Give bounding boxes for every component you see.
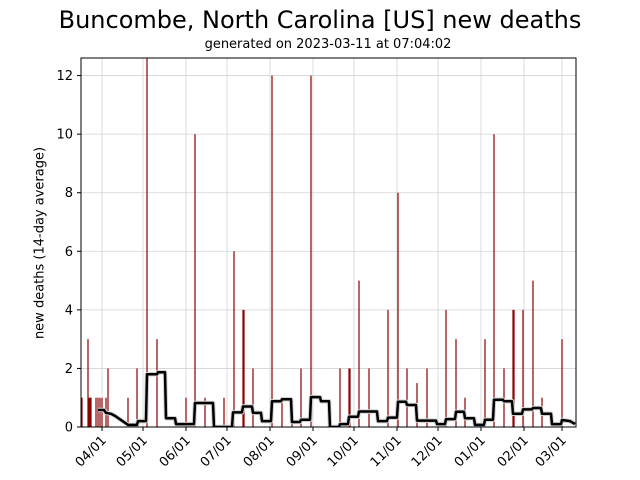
x-tick-label: 10/01 bbox=[325, 433, 362, 470]
x-axis-ticks: 04/01 05/01 06/01 07/01 08/01 09/01 10/01 11/01… bbox=[73, 427, 570, 470]
y-tick-label: 2 bbox=[65, 362, 73, 377]
average-line bbox=[98, 369, 576, 427]
x-tick-label: 11/01 bbox=[368, 433, 405, 470]
y-tick-label: 8 bbox=[65, 186, 73, 201]
x-tick-label: 08/01 bbox=[241, 433, 278, 470]
x-tick-label: 06/01 bbox=[157, 433, 194, 470]
x-tick-label: 07/01 bbox=[198, 433, 235, 470]
y-tick-label: 6 bbox=[65, 245, 73, 260]
y-axis-ticks: 0 2 4 6 8 10 12 bbox=[56, 69, 81, 436]
daily-deaths-bars bbox=[81, 58, 563, 427]
x-tick-label: 09/01 bbox=[284, 433, 321, 470]
chart-title: Buncombe, North Carolina [US] new deaths bbox=[58, 6, 582, 34]
axes-frame bbox=[80, 57, 577, 428]
y-tick-label: 0 bbox=[65, 421, 73, 436]
x-tick-label: 03/01 bbox=[533, 433, 570, 470]
x-tick-label: 05/01 bbox=[114, 433, 151, 470]
x-tick-label: 12/01 bbox=[409, 433, 446, 470]
x-tick-label: 04/01 bbox=[73, 433, 110, 470]
gridlines bbox=[81, 58, 576, 427]
y-tick-label: 10 bbox=[56, 128, 73, 143]
x-tick-label: 02/01 bbox=[495, 433, 532, 470]
x-tick-label: 01/01 bbox=[452, 433, 489, 470]
y-tick-label: 12 bbox=[56, 69, 73, 84]
y-tick-label: 4 bbox=[65, 303, 73, 318]
chart-subtitle: generated on 2023-03-11 at 07:04:02 bbox=[204, 37, 452, 52]
